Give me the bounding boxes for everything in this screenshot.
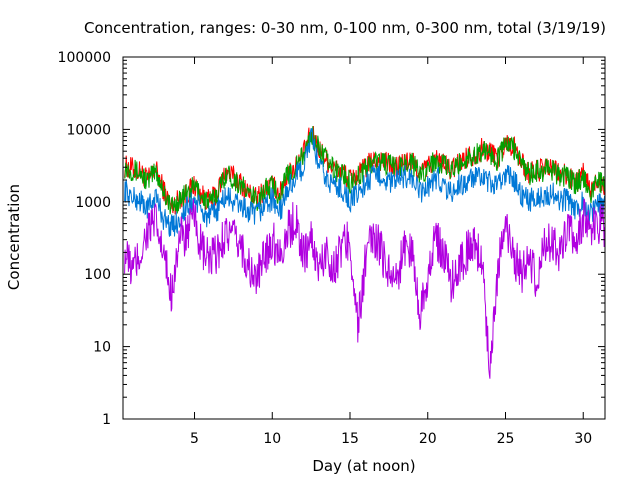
y-tick-label: 10000 [66,122,111,138]
y-axis-label: Concentration [5,184,23,290]
y-tick-label: 1 [102,412,111,428]
x-tick-label: 5 [190,431,199,447]
series-line-2 [124,126,606,215]
y-tick-label: 100 [84,267,111,283]
plot-frame [122,56,606,420]
y-tick-label: 100000 [58,50,111,66]
series-layer [124,125,606,379]
x-tick-label: 25 [497,431,515,447]
y-tick-label: 1000 [75,195,111,211]
x-tick-label: 10 [263,431,281,447]
y-tick-label: 10 [93,340,111,356]
x-tick-label: 30 [574,431,592,447]
x-tick-label: 15 [341,431,359,447]
axis-layer: 1 10 100 1000 10000 100000 5 10 15 20 25 30 [58,50,605,447]
series-line-4 [124,198,606,379]
chart-title: Concentration, ranges: 0-30 nm, 0-100 nm… [84,19,606,37]
series-line-3 [124,128,606,237]
x-axis-label: Day (at noon) [312,457,415,475]
x-tick-label: 20 [419,431,437,447]
